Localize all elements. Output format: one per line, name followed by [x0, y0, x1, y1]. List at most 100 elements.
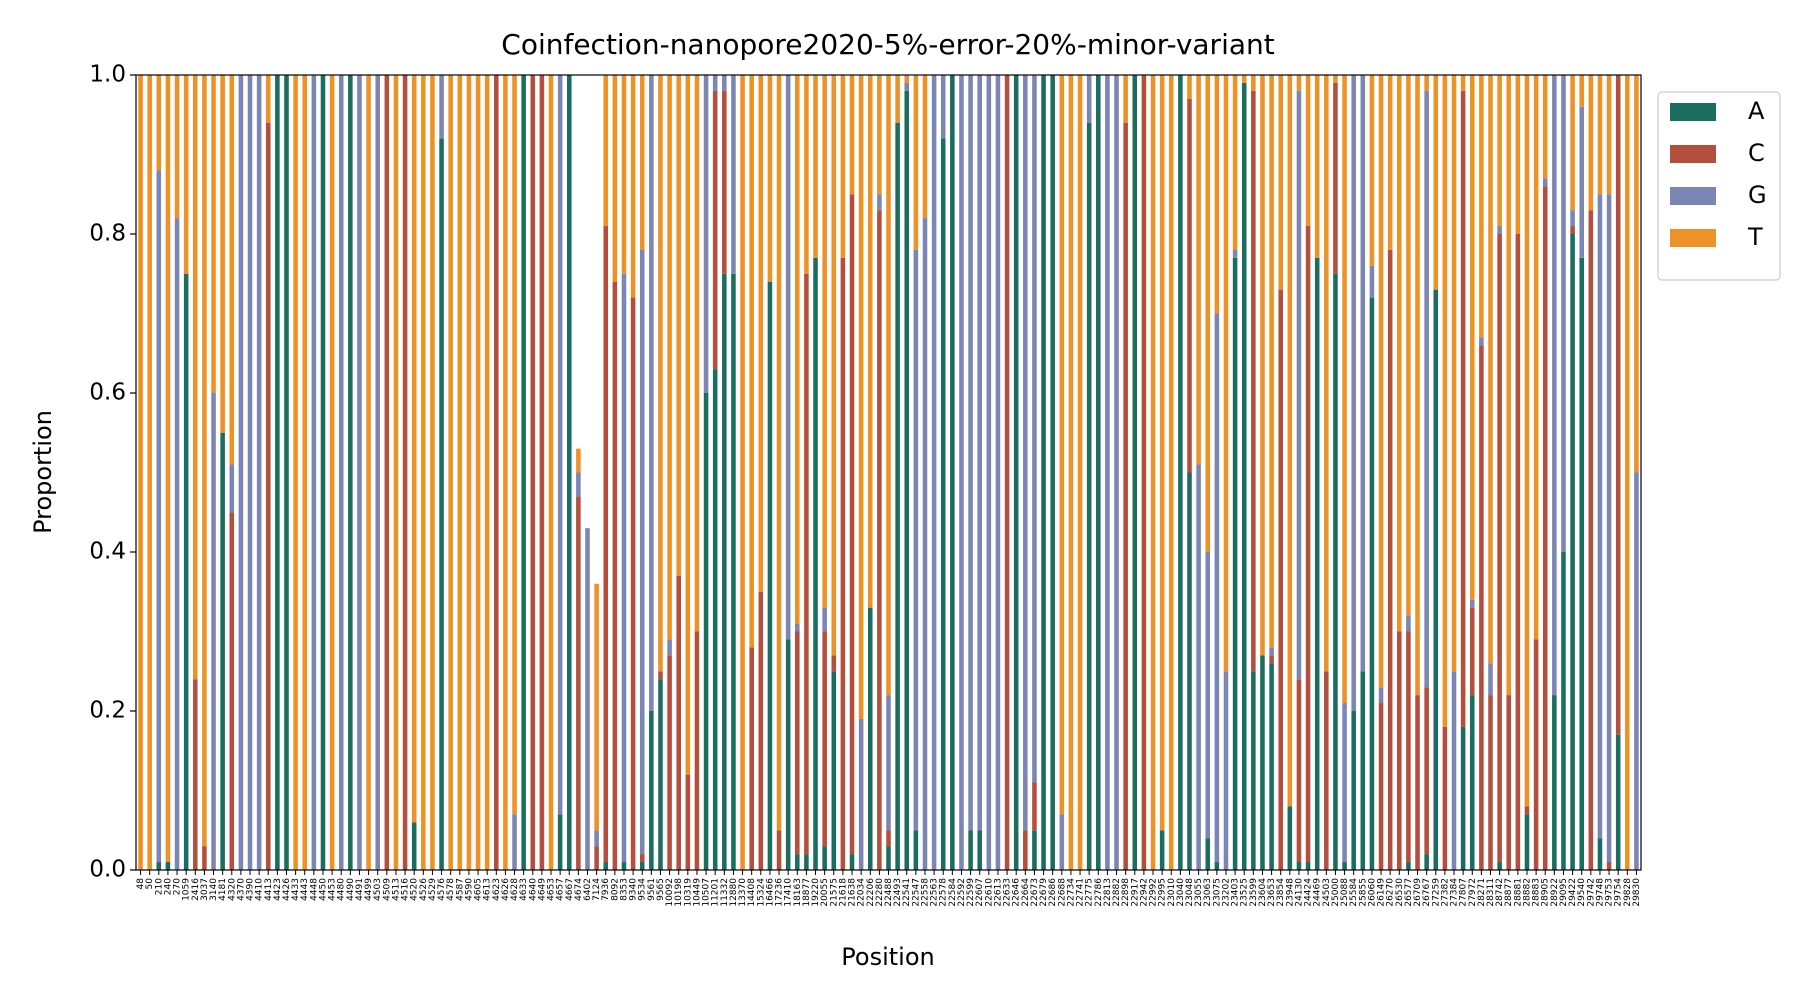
- bar-segment: [712, 90, 718, 370]
- x-tick-label: 4390: [246, 878, 256, 901]
- bar-segment: [165, 75, 171, 863]
- x-tick-label: 24469: [1313, 878, 1323, 907]
- legend-label: T: [1747, 223, 1763, 251]
- bar-segment: [1369, 265, 1375, 298]
- x-tick-label: 4509: [382, 878, 392, 901]
- bar-segment: [1378, 687, 1384, 704]
- bar-segment: [1424, 854, 1429, 870]
- bar-segment: [147, 75, 152, 870]
- bar-segment: [1059, 814, 1065, 870]
- bar-segment: [712, 75, 718, 91]
- bar-segment: [913, 249, 919, 831]
- x-tick-label: 29095: [1559, 878, 1569, 907]
- x-tick-label: 10319: [683, 878, 693, 907]
- bar-segment: [1232, 257, 1238, 871]
- bar-segment: [950, 75, 955, 870]
- bar-segment: [138, 75, 143, 870]
- bar-segment: [649, 711, 654, 870]
- x-tick-label: 22610: [984, 878, 994, 907]
- bar-segment: [895, 122, 900, 870]
- bar-segment: [694, 631, 700, 870]
- bar-segment: [366, 75, 371, 870]
- bar-segment: [877, 75, 882, 195]
- x-tick-label: 23604: [1258, 878, 1268, 907]
- x-tick-label: 4410: [255, 878, 265, 901]
- bar-segment: [1360, 671, 1366, 870]
- bar-segment: [484, 75, 490, 870]
- bar-segment: [822, 631, 827, 847]
- bar-segment: [1597, 838, 1603, 870]
- bar-segment: [1387, 249, 1393, 870]
- x-tick-label: 26577: [1404, 878, 1414, 907]
- bar-segment: [1260, 655, 1265, 870]
- bar-segment: [1305, 862, 1311, 870]
- bar-segment: [1506, 695, 1512, 870]
- bar-segment: [1077, 75, 1083, 870]
- bar-segment: [1205, 838, 1211, 870]
- bar-segment: [1013, 75, 1019, 870]
- bar-segment: [1561, 552, 1566, 870]
- bar-segment: [1469, 75, 1475, 600]
- bar-segment: [156, 862, 162, 870]
- bar-segment: [1132, 75, 1138, 870]
- bar-segment: [430, 75, 435, 870]
- bar-segment: [193, 679, 198, 870]
- x-tick-label: 22686: [1048, 878, 1058, 907]
- x-tick-label: 9340: [629, 878, 639, 901]
- x-tick-label: 4529: [428, 878, 438, 901]
- bar-segment: [1442, 75, 1448, 727]
- x-tick-label: 29830: [1632, 878, 1642, 907]
- x-tick-label: 21575: [829, 878, 839, 907]
- bar-segment: [1570, 226, 1575, 234]
- bar-segment: [867, 607, 873, 870]
- x-tick-label: 22673: [1030, 878, 1040, 907]
- x-tick-label: 23854: [1276, 878, 1286, 907]
- bar-segment: [840, 75, 846, 258]
- bar-segment: [275, 75, 280, 870]
- bar-segment: [1606, 75, 1612, 195]
- bar-segment: [1606, 194, 1612, 863]
- bar-segment: [1406, 75, 1411, 616]
- bar-segment: [238, 75, 244, 870]
- bar-segment: [795, 631, 800, 855]
- bar-segment: [603, 862, 609, 870]
- bar-segment: [548, 75, 554, 870]
- x-tick-label: 270: [173, 878, 183, 895]
- x-tick-label: 22633: [1003, 878, 1013, 907]
- bar-segment: [1196, 464, 1201, 870]
- bar-segment: [174, 75, 180, 219]
- bar-segment: [877, 194, 882, 211]
- bar-segment: [1032, 782, 1037, 831]
- bar-segment: [1552, 75, 1557, 696]
- x-tick-label: 3140: [209, 878, 219, 901]
- bar-segment: [931, 75, 937, 870]
- x-tick-label: 17410: [784, 878, 794, 907]
- bar-segment: [1533, 75, 1539, 640]
- bar-segment: [1004, 75, 1010, 870]
- bar-segment: [1342, 703, 1347, 863]
- bar-segment: [1488, 75, 1493, 664]
- bar-segment: [1205, 75, 1211, 552]
- bar-segment: [302, 75, 308, 870]
- bar-segment: [1123, 75, 1128, 123]
- bar-segment: [1469, 695, 1475, 870]
- x-tick-label: 28905: [1541, 878, 1551, 907]
- x-tick-label: 23055: [1194, 878, 1204, 907]
- bar-segment: [1552, 695, 1557, 870]
- x-tick-label: 29540: [1577, 878, 1587, 907]
- bar-segment: [229, 75, 235, 465]
- bar-segment: [1488, 695, 1493, 870]
- bar-segment: [1351, 711, 1356, 870]
- bar-segment: [1214, 862, 1220, 870]
- bar-segment: [639, 862, 645, 870]
- x-tick-label: 4667: [565, 878, 575, 901]
- bar-segment: [1241, 75, 1247, 83]
- bar-segment: [1488, 663, 1493, 696]
- bar-segment: [1406, 631, 1411, 863]
- bar-segment: [886, 75, 891, 696]
- x-tick-label: 29748: [1595, 878, 1605, 907]
- bar-segment: [229, 464, 235, 513]
- legend-label: C: [1748, 139, 1765, 167]
- x-tick-label: 4576: [437, 878, 447, 901]
- x-tick-label: 28271: [1477, 878, 1487, 907]
